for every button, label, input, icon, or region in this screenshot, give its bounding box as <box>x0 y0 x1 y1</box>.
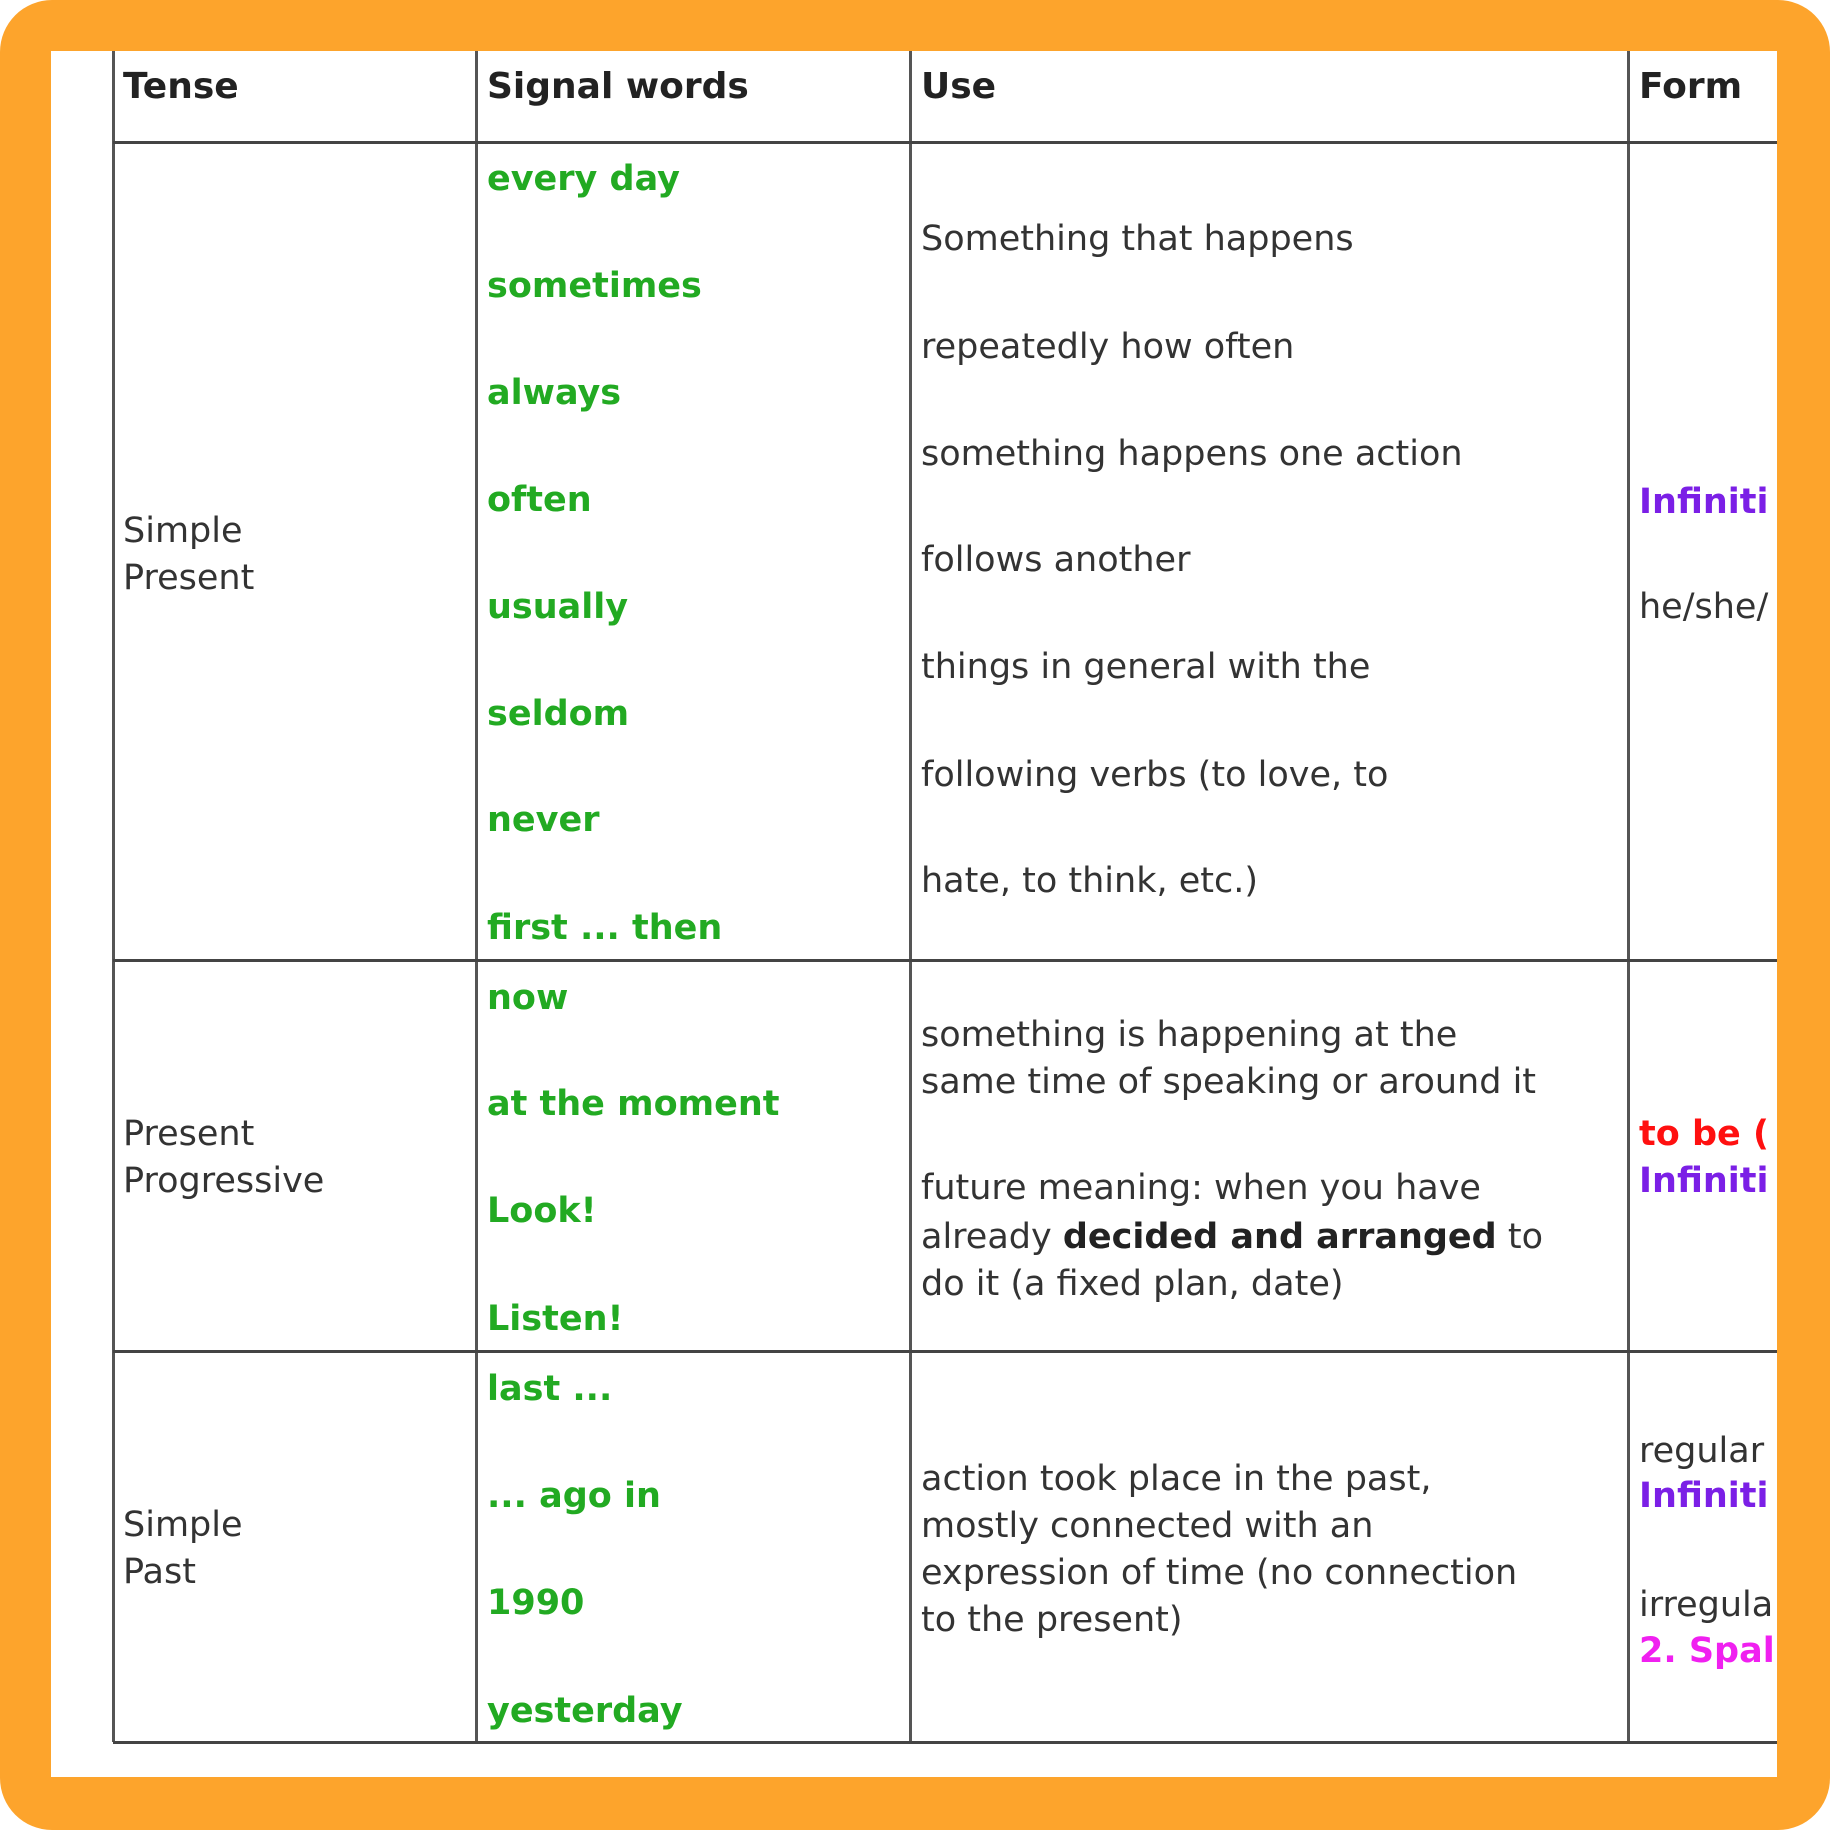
form-infinitive: Infiniti <box>1639 1161 1769 1201</box>
use-text: expression of time (no connection <box>921 1553 1518 1593</box>
table-border-bottom <box>113 1741 1777 1744</box>
use-text: hate, to think, etc.) <box>921 861 1259 901</box>
table-border-left <box>112 51 115 1742</box>
use-text: following verbs (to love, to <box>921 755 1389 795</box>
tense-cell: Progressive <box>123 1161 325 1201</box>
use-text: same time of speaking or around it <box>921 1062 1537 1102</box>
signal-word: every day <box>487 159 680 199</box>
signal-word: ... ago in <box>487 1476 661 1516</box>
signal-word: first ... then <box>487 908 723 948</box>
signal-word: Look! <box>487 1191 597 1231</box>
use-text: things in general with the <box>921 647 1371 687</box>
signal-word: never <box>487 800 600 840</box>
signal-word: 1990 <box>487 1583 585 1623</box>
form-text: he/she/ <box>1639 587 1769 627</box>
signal-word: usually <box>487 587 629 627</box>
form-infinitive: Infiniti <box>1639 1476 1769 1516</box>
use-text-part: to <box>1496 1217 1543 1257</box>
row-divider <box>113 959 1777 962</box>
tenses-table: Tense Signal words Use Form Simple Prese… <box>51 51 1777 1777</box>
use-text: to the present) <box>921 1600 1183 1640</box>
signal-word: Listen! <box>487 1299 624 1339</box>
column-divider <box>1627 51 1630 1742</box>
column-divider <box>909 51 912 1742</box>
row-divider <box>113 141 1777 144</box>
use-text-part: already <box>921 1217 1063 1257</box>
form-to-be: to be ( <box>1639 1114 1769 1154</box>
form-past-participle: 2. Spal <box>1639 1631 1775 1671</box>
use-text: something is happening at the <box>921 1015 1458 1055</box>
column-divider <box>475 51 478 1742</box>
use-text: follows another <box>921 540 1191 580</box>
tense-cell: Past <box>123 1552 196 1592</box>
row-divider <box>113 1350 1777 1353</box>
use-text: already decided and arranged to <box>921 1215 1543 1259</box>
use-text: something happens one action <box>921 434 1463 474</box>
signal-word: yesterday <box>487 1691 683 1731</box>
header-tense: Tense <box>123 66 239 107</box>
form-text: regular <box>1639 1431 1765 1471</box>
tense-cell: Present <box>123 1114 255 1154</box>
signal-word: now <box>487 978 569 1018</box>
tense-cell: Simple <box>123 511 243 551</box>
use-text: action took place in the past, <box>921 1459 1432 1499</box>
form-text: irregula <box>1639 1585 1774 1625</box>
tense-cell: Present <box>123 558 255 598</box>
use-text: mostly connected with an <box>921 1506 1374 1546</box>
signal-word: often <box>487 480 592 520</box>
use-text: repeatedly how often <box>921 327 1295 367</box>
use-emphasis: decided and arranged <box>1062 1217 1497 1257</box>
tense-cell: Simple <box>123 1505 243 1545</box>
signal-word: always <box>487 373 622 413</box>
use-text: Something that happens <box>921 219 1354 259</box>
header-signal-words: Signal words <box>487 66 749 107</box>
header-use: Use <box>921 66 997 107</box>
header-form: Form <box>1639 66 1743 107</box>
use-text: do it (a fixed plan, date) <box>921 1264 1344 1304</box>
use-text: future meaning: when you have <box>921 1168 1481 1208</box>
form-infinitive: Infiniti <box>1639 482 1769 522</box>
signal-word: seldom <box>487 694 630 734</box>
signal-word: sometimes <box>487 266 702 306</box>
signal-word: last ... <box>487 1369 613 1409</box>
signal-word: at the moment <box>487 1084 780 1124</box>
